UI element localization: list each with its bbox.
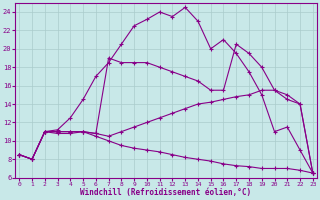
X-axis label: Windchill (Refroidissement éolien,°C): Windchill (Refroidissement éolien,°C) — [80, 188, 252, 197]
